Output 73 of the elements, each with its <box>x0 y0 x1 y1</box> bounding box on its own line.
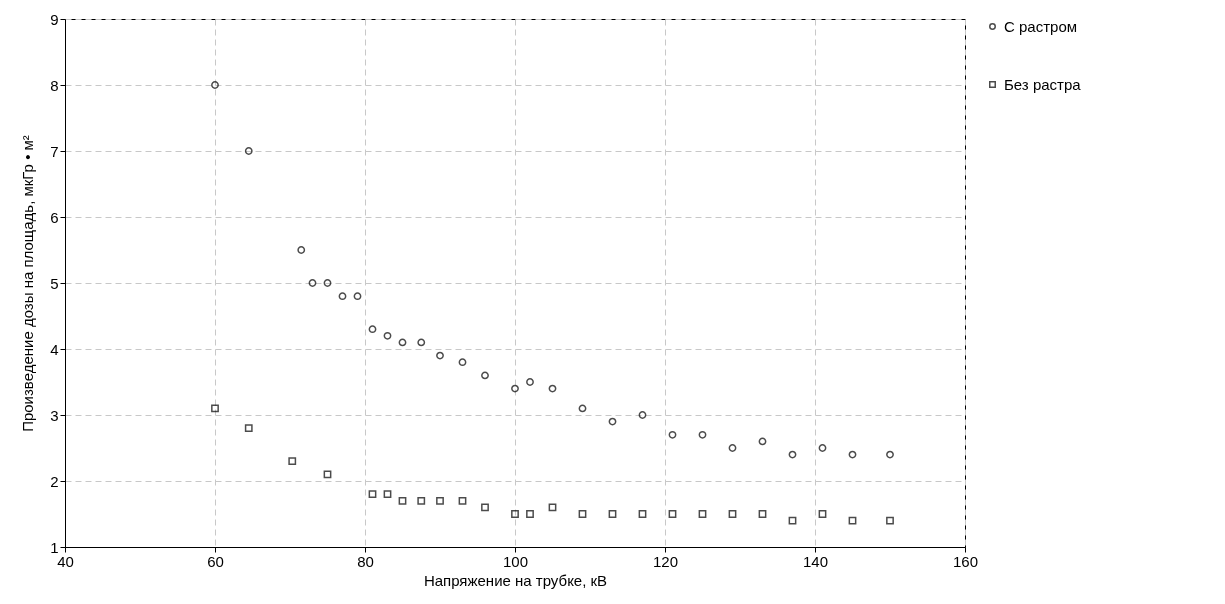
point <box>608 417 617 426</box>
point <box>526 510 534 518</box>
point <box>288 457 297 466</box>
point <box>788 516 797 525</box>
x-tick-label: 100 <box>502 552 529 570</box>
point <box>886 450 894 459</box>
point <box>458 358 467 367</box>
point <box>698 510 707 518</box>
x-tick-label: 60 <box>207 552 224 570</box>
x-axis-title: Напряжение на трубке, кВ <box>423 571 608 589</box>
point <box>758 510 767 518</box>
point <box>323 279 332 287</box>
y-tick-label: 3 <box>50 406 59 424</box>
point <box>244 424 253 433</box>
point <box>578 404 587 413</box>
x-tick-label: 40 <box>57 552 74 570</box>
point <box>481 371 489 380</box>
point <box>728 444 737 452</box>
legend-label: С растром <box>1004 17 1078 35</box>
point <box>353 292 362 301</box>
point <box>728 510 737 518</box>
point <box>398 338 407 347</box>
point <box>526 378 534 386</box>
point <box>548 503 557 512</box>
point <box>481 503 489 512</box>
point <box>758 437 767 446</box>
x-tick-label: 160 <box>952 552 979 570</box>
point <box>511 510 519 518</box>
x-tick-label: 80 <box>357 552 374 570</box>
point <box>548 384 557 393</box>
point <box>323 470 332 479</box>
point <box>368 490 377 499</box>
point <box>698 430 707 439</box>
point <box>788 450 797 459</box>
y-tick-label: 7 <box>50 142 59 160</box>
point <box>383 490 392 499</box>
point <box>818 444 827 452</box>
point <box>458 496 467 505</box>
y-axis-title: Произведение дозы на площадь, мкГр • м² <box>19 135 37 432</box>
y-tick-label: 4 <box>50 340 59 358</box>
point <box>638 411 647 419</box>
point <box>668 430 677 439</box>
point <box>211 404 219 413</box>
point <box>638 510 647 518</box>
point <box>668 510 677 518</box>
y-tick-label: 8 <box>50 76 59 94</box>
point <box>211 81 219 89</box>
point <box>848 516 857 525</box>
y-tick-label: 1 <box>50 538 59 556</box>
point <box>308 279 317 287</box>
point <box>338 292 347 301</box>
y-tick-label: 6 <box>50 208 59 226</box>
point <box>368 325 377 334</box>
x-tick-label: 140 <box>802 552 829 570</box>
x-tick-label: 120 <box>652 552 679 570</box>
point <box>608 510 617 518</box>
point <box>511 384 519 393</box>
point <box>818 510 827 518</box>
y-tick-label: 2 <box>50 472 59 490</box>
point <box>436 351 444 360</box>
y-tick-label: 9 <box>50 10 59 28</box>
point <box>578 510 587 518</box>
point <box>398 496 407 505</box>
point <box>417 496 426 505</box>
point <box>244 147 253 155</box>
point <box>436 496 444 505</box>
point <box>886 516 894 525</box>
point <box>383 331 392 340</box>
y-tick-label: 5 <box>50 274 59 292</box>
point <box>297 246 306 254</box>
point <box>848 450 857 459</box>
point <box>417 338 426 347</box>
legend-label: Без растра <box>1004 75 1082 93</box>
